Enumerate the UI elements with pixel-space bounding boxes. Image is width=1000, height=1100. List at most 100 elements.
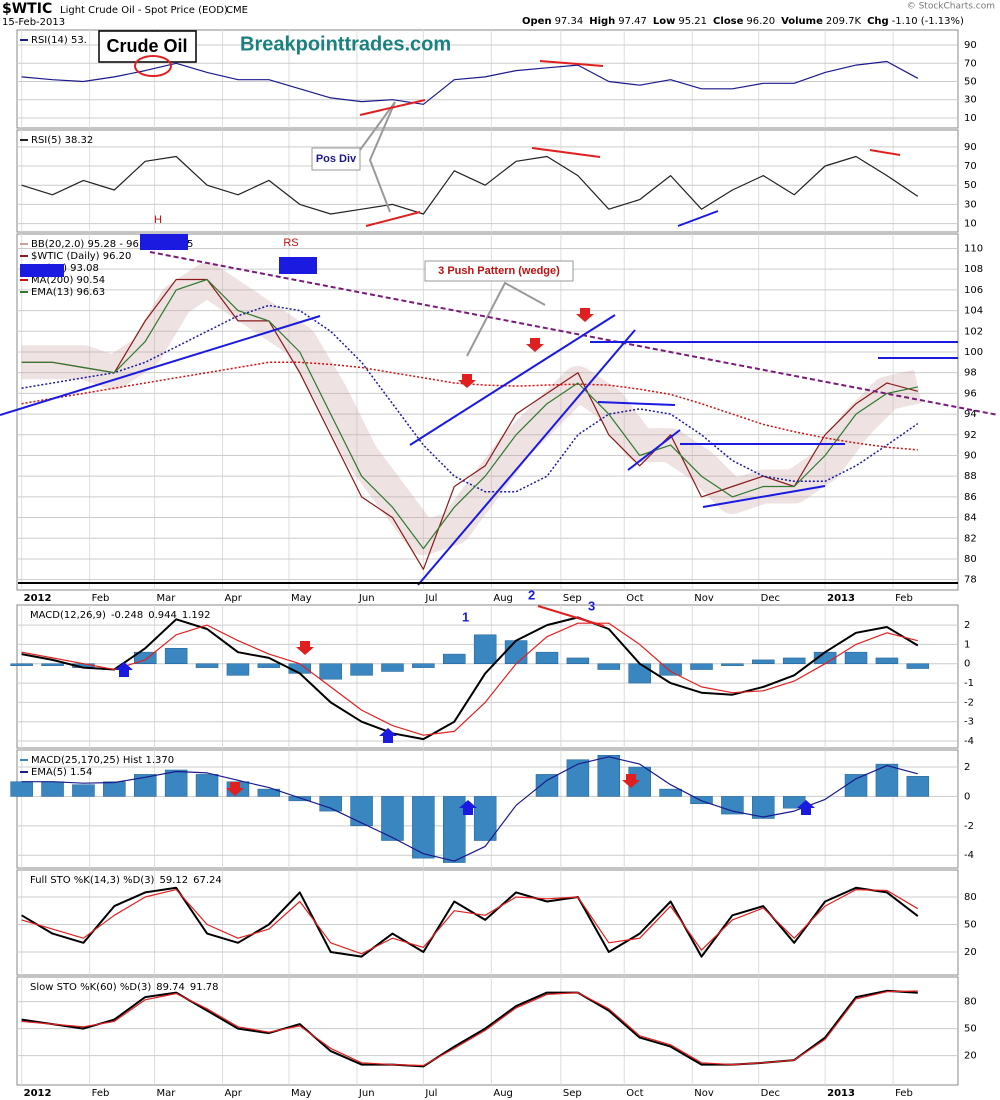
y-tick-label: 78 — [964, 575, 977, 586]
legend-entry: RSI(14) 53. — [31, 35, 87, 46]
stat-value: 97.34 — [555, 16, 584, 27]
trendline — [597, 401, 676, 406]
y-tick-label: 102 — [964, 326, 983, 337]
bar — [566, 759, 590, 797]
bar — [164, 769, 188, 797]
series-line — [21, 155, 919, 215]
x-tick-label: 2013 — [827, 593, 855, 604]
legend-entry: MA(200) 90.54 — [31, 275, 105, 286]
y-tick-label: 10 — [964, 113, 977, 124]
bar — [597, 755, 621, 797]
bar — [10, 663, 33, 666]
symbol: $WTIC — [2, 1, 52, 17]
callout-box — [311, 147, 361, 171]
x-tick-label: Jul — [424, 1088, 437, 1099]
exchange: CME — [226, 5, 248, 16]
callout-pointer — [359, 101, 396, 213]
y-tick-label: 20 — [964, 947, 977, 958]
legend-entry: 91.78 — [190, 982, 219, 993]
wave-label: 2 — [528, 587, 535, 602]
y-tick-label: 100 — [964, 347, 983, 358]
stat-value: -1.10 (-1.13%) — [892, 16, 964, 27]
bar — [133, 774, 157, 797]
y-tick-label: -4 — [964, 736, 974, 747]
x-tick-label: Mar — [157, 593, 177, 604]
series-line — [21, 622, 918, 736]
trendline — [417, 329, 636, 586]
divergence-line — [869, 149, 901, 156]
y-tick-label: 90 — [964, 450, 977, 461]
bar — [10, 781, 33, 797]
bar — [164, 648, 188, 664]
x-tick-label: 2012 — [24, 593, 52, 604]
trendline — [0, 315, 321, 416]
bar — [535, 651, 559, 664]
buy-arrow — [459, 800, 477, 815]
panel: -4 -3 -2 -1 0 1 2 MACD(12,26,9) -0.248 0.944 1.192 — [10, 604, 974, 749]
trendline — [702, 485, 826, 508]
bar — [319, 663, 342, 680]
marker-box — [279, 257, 317, 274]
bar — [875, 763, 899, 797]
sell-arrow — [226, 782, 244, 796]
legend-entry: 1.192 — [182, 610, 211, 621]
x-tick-label: Apr — [225, 593, 243, 604]
divergence-line — [539, 60, 604, 67]
x-tick-label: Mar — [157, 1088, 177, 1099]
x-tick-label: Aug — [493, 1088, 513, 1099]
x-tick-label: 2013 — [827, 1088, 855, 1099]
bar — [473, 796, 497, 841]
y-tick-label: 80 — [964, 892, 977, 903]
bar — [103, 781, 126, 797]
bar — [844, 774, 868, 797]
legend-label: MACD(12,26,9) — [30, 610, 106, 621]
y-tick-label: 50 — [964, 919, 977, 930]
x-tick-label: May — [291, 593, 312, 604]
bar — [443, 796, 466, 863]
bar — [752, 796, 775, 819]
y-tick-label: 30 — [964, 95, 977, 106]
panel-frame — [16, 233, 959, 591]
y-tick-label: -4 — [964, 850, 974, 861]
legend-entry: MA(50) 93.08 — [31, 263, 99, 274]
pos-div-label: Pos Div — [316, 153, 357, 165]
bar — [381, 663, 404, 672]
x-tick-label: Jun — [358, 593, 375, 604]
y-tick-label: 92 — [964, 430, 977, 441]
y-tick-label: 70 — [964, 161, 977, 172]
panel: 20 50 80 Slow STO %K(60) %D(3) 89.74 91.78 201… — [16, 976, 977, 1099]
date: 15-Feb-2013 — [2, 17, 65, 28]
callout-box — [424, 260, 574, 282]
y-tick-label: 0 — [964, 659, 970, 670]
x-tick-label: Apr — [225, 1088, 243, 1099]
bar — [844, 651, 868, 664]
bar — [195, 663, 219, 668]
y-tick-label: 104 — [964, 306, 983, 317]
wave-label: 1 — [462, 609, 469, 624]
x-tick-label: Dec — [761, 1088, 780, 1099]
bar — [752, 659, 775, 664]
bar — [782, 657, 806, 664]
y-tick-label: -2 — [964, 697, 974, 708]
x-tick-label: Nov — [694, 1088, 714, 1099]
stat-value: 95.21 — [678, 16, 707, 27]
sell-arrow — [622, 774, 640, 788]
bar — [133, 651, 157, 664]
marker-box — [140, 234, 188, 250]
series-line — [21, 990, 918, 1067]
x-tick-label: Feb — [92, 593, 110, 604]
x-tick-label: Jun — [358, 1088, 375, 1099]
legend-entry: BB(20,2.0) 95.28 - 96.67 - 98.05 — [31, 239, 193, 250]
x-tick-label: Sep — [563, 593, 582, 604]
circle — [134, 55, 172, 77]
bar — [443, 653, 466, 664]
x-tick-label: Oct — [626, 593, 643, 604]
y-tick-label: 108 — [964, 264, 983, 275]
bar — [41, 663, 64, 666]
bar — [659, 788, 682, 797]
legend-entry: MACD(25,170,25) Hist 1.370 — [31, 755, 174, 766]
legend-entry: 59.12 — [159, 875, 188, 886]
y-tick-label: 70 — [964, 58, 977, 69]
